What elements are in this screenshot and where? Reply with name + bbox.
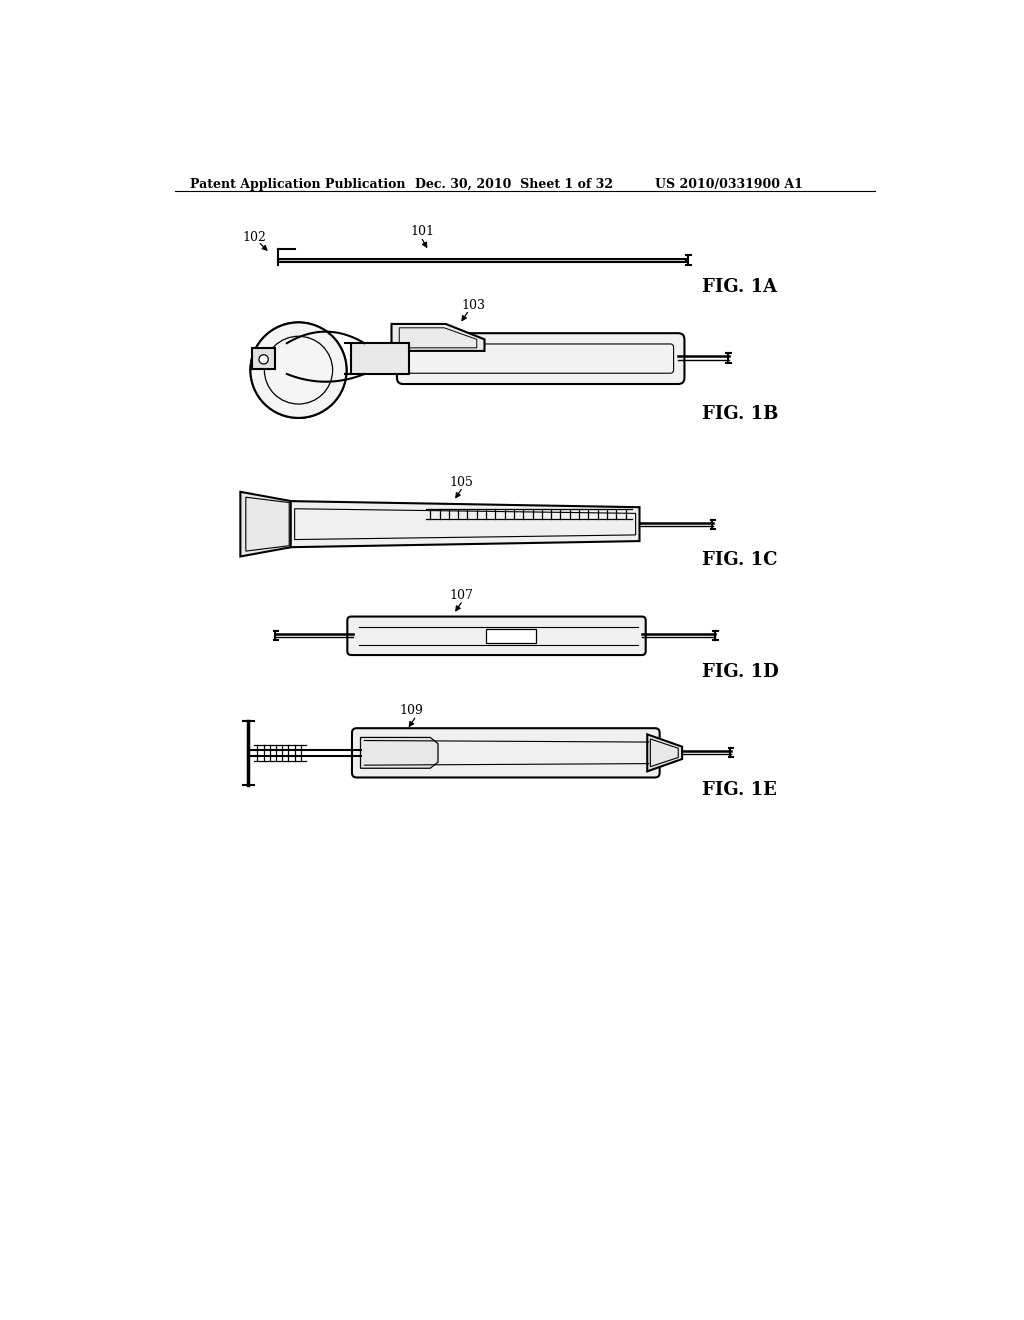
Text: FIG. 1A: FIG. 1A [701,277,776,296]
Text: FIG. 1D: FIG. 1D [701,663,778,681]
Text: 107: 107 [450,589,473,602]
Bar [278,259,686,263]
Bar [351,343,410,374]
Circle shape [251,322,346,418]
Circle shape [259,355,268,364]
Text: 105: 105 [450,475,473,488]
Polygon shape [391,323,484,351]
Polygon shape [647,734,682,771]
Text: FIG. 1C: FIG. 1C [701,552,777,569]
Polygon shape [287,502,640,548]
Bar [486,628,537,643]
Text: FIG. 1B: FIG. 1B [701,405,778,422]
Bar [252,348,275,370]
Polygon shape [360,738,438,768]
Text: 101: 101 [411,226,435,239]
FancyBboxPatch shape [397,333,684,384]
Text: FIG. 1E: FIG. 1E [701,780,776,799]
FancyBboxPatch shape [347,616,646,655]
Polygon shape [241,492,291,557]
Text: 102: 102 [243,231,266,244]
Text: 103: 103 [461,298,485,312]
FancyBboxPatch shape [352,729,659,777]
Text: US 2010/0331900 A1: US 2010/0331900 A1 [655,178,803,190]
Text: 109: 109 [399,705,423,717]
Text: Dec. 30, 2010  Sheet 1 of 32: Dec. 30, 2010 Sheet 1 of 32 [415,178,612,190]
Text: Patent Application Publication: Patent Application Publication [190,178,406,190]
